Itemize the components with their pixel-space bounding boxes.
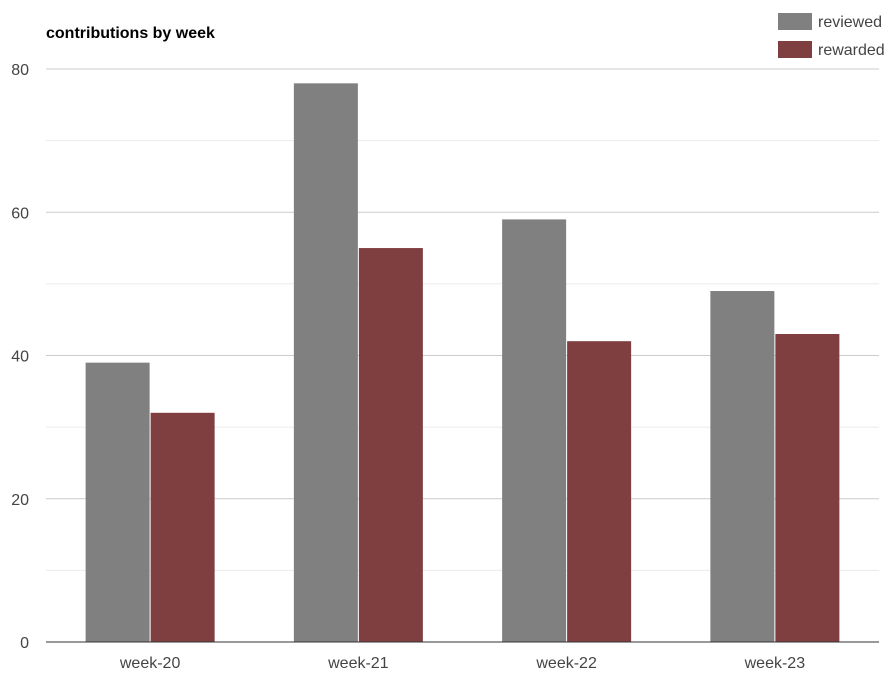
x-tick-label: week-21 — [327, 655, 389, 672]
y-tick-label: 80 — [11, 62, 29, 79]
legend-label-reviewed: reviewed — [818, 14, 882, 31]
bar-rewarded-week-20 — [150, 412, 215, 642]
legend-label-rewarded: rewarded — [818, 42, 885, 59]
bar-reviewed-week-22 — [502, 219, 567, 642]
legend-swatch-rewarded — [778, 41, 812, 58]
y-tick-label: 60 — [11, 205, 29, 222]
x-axis-tick-labels: week-20 week-21 week-22 week-23 — [119, 655, 805, 672]
bars — [85, 83, 840, 642]
bar-rewarded-week-21 — [358, 248, 423, 642]
bar-reviewed-week-20 — [85, 362, 150, 642]
x-tick-label: week-20 — [119, 655, 181, 672]
y-tick-label: 0 — [20, 635, 29, 652]
chart-title: contributions by week — [46, 25, 215, 42]
x-tick-label: week-23 — [744, 655, 806, 672]
bar-reviewed-week-21 — [293, 83, 358, 642]
y-tick-label: 20 — [11, 492, 29, 509]
x-tick-label: week-22 — [535, 655, 597, 672]
legend: reviewed rewarded — [778, 13, 885, 59]
legend-swatch-reviewed — [778, 13, 812, 30]
bar-rewarded-week-22 — [567, 341, 632, 642]
bar-rewarded-week-23 — [775, 334, 840, 642]
y-tick-label: 40 — [11, 349, 29, 366]
y-axis-tick-labels: 0 20 40 60 80 — [11, 62, 29, 652]
bar-reviewed-week-23 — [710, 291, 775, 642]
